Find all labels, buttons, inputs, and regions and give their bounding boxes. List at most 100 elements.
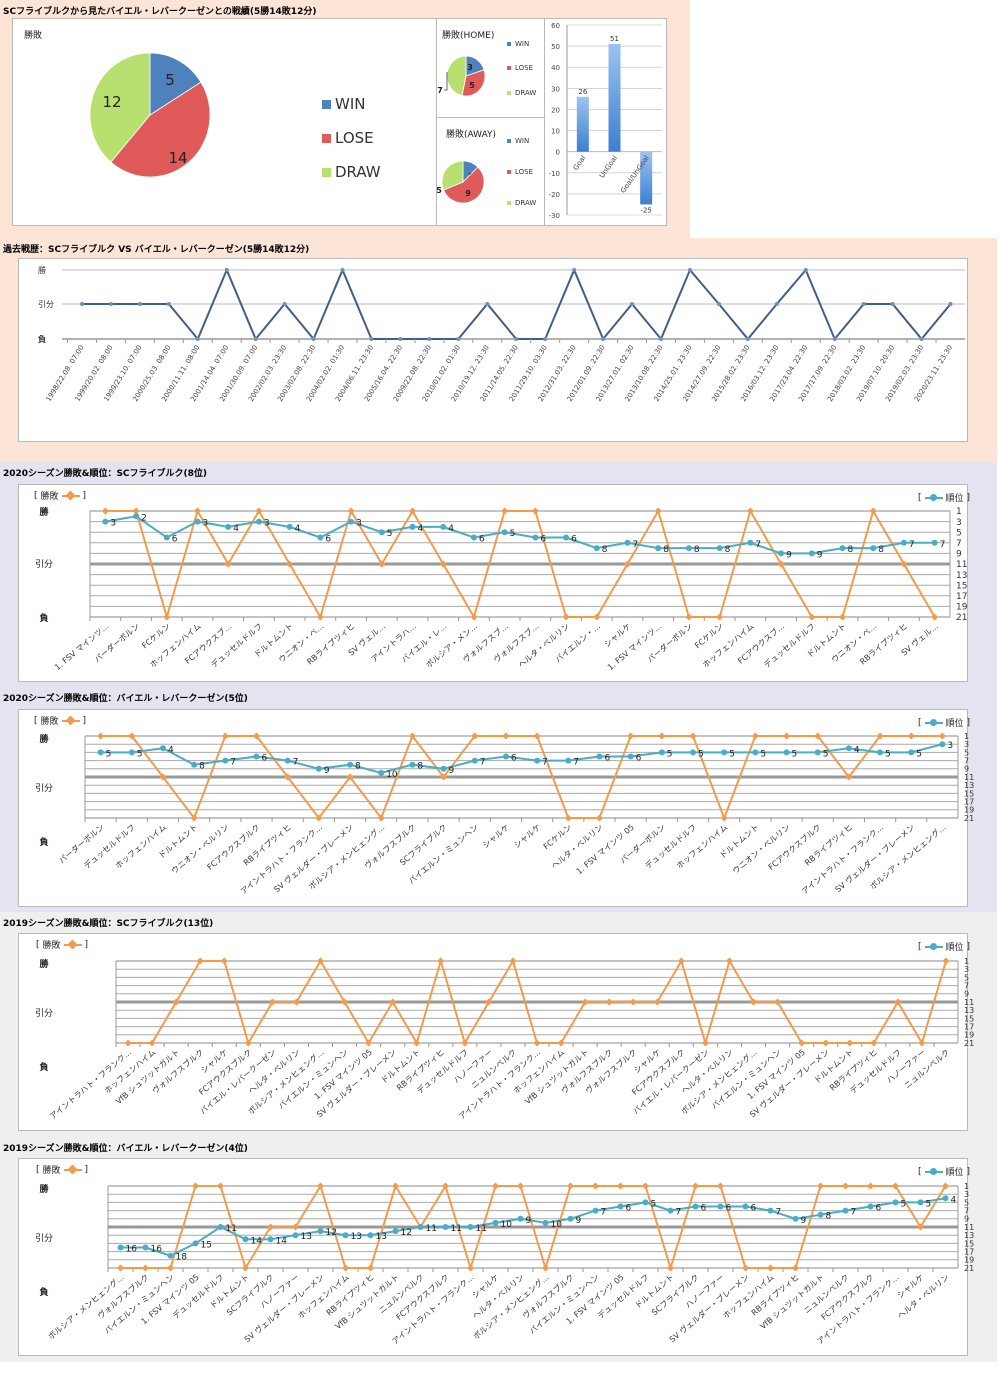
result-point [191, 1182, 200, 1190]
rank-data-label: 7 [573, 758, 579, 768]
rank-line [120, 1197, 946, 1257]
history-point [456, 337, 461, 341]
x-tick-label: デュッセルドルフ [82, 822, 137, 871]
rank-point [222, 757, 229, 764]
fr2019-chart-box [18, 933, 968, 1131]
legend-label-win: WIN [515, 40, 529, 48]
pie-slice-lose [110, 81, 211, 178]
rank-data-label: 3 [110, 519, 116, 529]
result-point [605, 998, 613, 1006]
right-axis-label: 17 [964, 1247, 974, 1256]
legend-swatch [322, 134, 331, 143]
right-axis-label: 7 [964, 981, 969, 990]
pie-data-label: 7 [437, 86, 443, 95]
result-point [691, 1182, 700, 1190]
rank-data-label: 7 [633, 540, 639, 550]
result-point [531, 507, 539, 515]
rank-data-label: 11 [451, 1224, 462, 1234]
rank-point [378, 529, 385, 536]
result-point [437, 957, 445, 965]
right-axis-label: 5 [956, 528, 962, 538]
rank-data-label: 8 [848, 545, 854, 555]
rank-point [194, 518, 201, 525]
result-point [641, 1182, 650, 1190]
right-axis-label: 1 [964, 957, 969, 966]
result-point [378, 560, 386, 568]
diamond-marker-icon [61, 490, 80, 500]
history-point [601, 337, 606, 341]
rank-point [133, 513, 140, 520]
rank-point [501, 529, 508, 536]
rank-data-label: 5 [698, 749, 704, 759]
rank-data-label: 5 [926, 1199, 932, 1209]
y-tick-label: 30 [551, 85, 560, 93]
rank-point [808, 550, 815, 557]
result-point [501, 507, 509, 515]
rank-point [378, 769, 385, 776]
rank-point [658, 749, 665, 756]
result-point [581, 998, 589, 1006]
bar-data-label: -25 [640, 206, 651, 214]
rank-point [409, 523, 416, 530]
rank-data-label: 6 [511, 754, 517, 764]
history-point [659, 337, 664, 341]
history-point [572, 268, 577, 272]
rank-data-label: 7 [755, 540, 761, 550]
diamond-marker-icon [63, 1164, 82, 1174]
fr2019-title: 2019シーズン勝敗&順位：SCフライブルク(13位) [3, 919, 214, 929]
rank-point [942, 1195, 949, 1202]
legend-swatch [507, 91, 511, 95]
rank-data-label: 18 [176, 1253, 188, 1263]
result-point [685, 613, 693, 621]
left-axis-label: 負 [39, 612, 48, 624]
legend-label-win: WIN [335, 95, 365, 113]
fr2019-result-legend: 勝敗 [36, 938, 88, 951]
rank-point [624, 539, 631, 546]
result-point [491, 1182, 500, 1190]
rank-line [105, 515, 935, 555]
rank-point [417, 1224, 424, 1230]
history-chart-box [18, 258, 968, 442]
rank-point [839, 545, 846, 552]
right-axis-label: 15 [964, 1239, 974, 1248]
right-axis-label: 21 [956, 613, 967, 623]
rank-point [917, 1199, 924, 1206]
history-point [716, 302, 721, 306]
right-axis-label: 21 [964, 1039, 974, 1048]
result-point [101, 507, 109, 515]
result-point [822, 1039, 830, 1047]
history-point [253, 337, 258, 341]
left-axis-label: 負 [39, 1286, 48, 1298]
right-axis-label: 11 [964, 998, 974, 1007]
rank-point [792, 1215, 799, 1222]
rank-point [440, 523, 447, 530]
history-point [282, 302, 287, 306]
history-point [79, 302, 84, 306]
rank-data-label: 6 [261, 754, 267, 764]
fr2020-title: 2020シーズン勝敗&順位：SCフライブルク(8位) [3, 469, 208, 479]
rank-data-label: 6 [540, 535, 546, 545]
rank-data-label: 5 [760, 749, 766, 759]
legend-label-lose: LOSE [515, 168, 533, 176]
result-point [564, 814, 572, 822]
rank-point [563, 534, 570, 541]
result-line [100, 733, 943, 821]
rank-data-label: 7 [909, 540, 915, 550]
legend-label: 勝敗 [42, 941, 61, 951]
x-tick-label: FCアウクスブルク [205, 822, 262, 872]
rank-data-label: 8 [199, 762, 205, 772]
left-axis-label: 勝 [39, 958, 49, 970]
history-point [890, 302, 895, 306]
right-axis-label: 1 [964, 1182, 969, 1191]
rank-data-label: 4 [295, 524, 301, 534]
rank-point [767, 1207, 774, 1214]
history-point [919, 337, 924, 341]
rank-point [716, 545, 723, 552]
result-point [629, 998, 637, 1006]
rank-data-label: 4 [854, 745, 860, 755]
rank-data-label: 9 [449, 766, 455, 776]
rank-data-label: 8 [417, 762, 423, 772]
rank-data-label: 5 [885, 749, 891, 759]
rank-point [471, 757, 478, 764]
